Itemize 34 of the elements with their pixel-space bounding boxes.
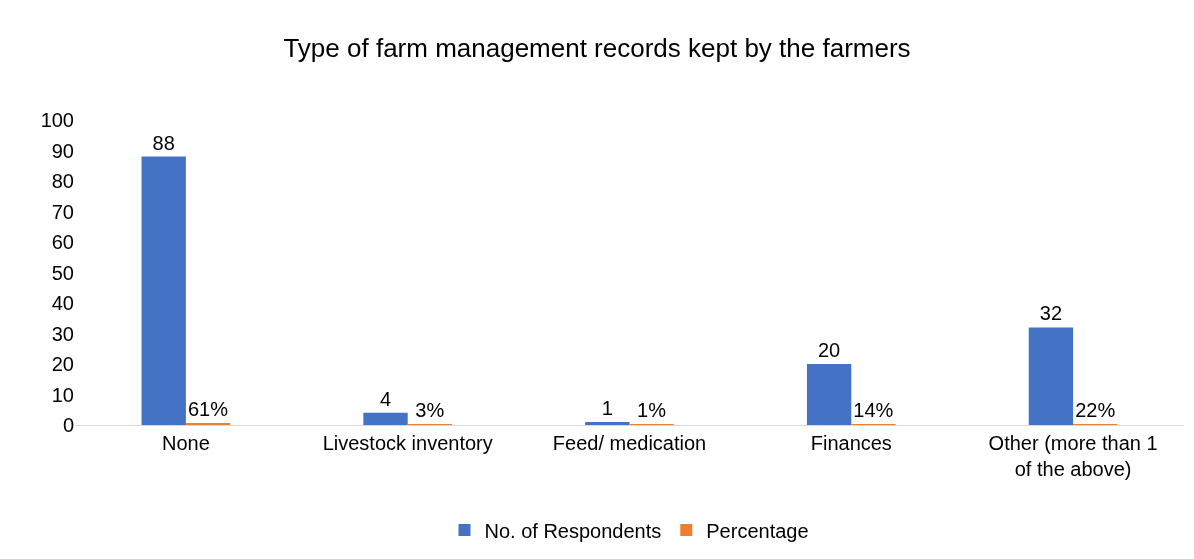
- bar: [806, 364, 852, 425]
- bar: [363, 412, 408, 425]
- legend-label: No. of Respondents: [484, 519, 662, 542]
- y-tick-label: 20: [51, 353, 74, 375]
- data-label: 14%: [853, 399, 894, 421]
- y-tick-label: 0: [62, 414, 74, 436]
- data-label: 22%: [1075, 399, 1116, 421]
- x-tick-label: Livestock inventory: [322, 432, 493, 454]
- x-tick-label: Other (more than 1 of the above): [988, 432, 1158, 480]
- y-tick-label: 70: [51, 200, 74, 223]
- y-tick-label: 30: [51, 322, 74, 345]
- bar: [141, 156, 186, 425]
- data-label: 1%: [637, 399, 667, 421]
- chart-title: Type of farm management records kept by the farmers: [283, 33, 911, 64]
- y-tick-label: 50: [51, 261, 74, 284]
- legend-label: Percentage: [706, 519, 809, 542]
- bar: [1028, 327, 1074, 425]
- data-label: 88: [152, 131, 175, 154]
- y-tick-label: 40: [51, 292, 74, 314]
- y-tick-label: 10: [51, 383, 74, 406]
- data-label: 20: [817, 339, 841, 361]
- data-label: 4: [379, 387, 392, 410]
- y-tick-label: 100: [40, 109, 74, 131]
- data-label: 3%: [415, 399, 445, 421]
- y-tick-label: 80: [51, 170, 74, 192]
- bar: [585, 421, 630, 425]
- data-label: 61%: [187, 398, 229, 420]
- data-label: 32: [1039, 302, 1063, 325]
- x-tick-label: None: [161, 432, 210, 454]
- y-tick-label: 60: [51, 231, 74, 253]
- x-tick-label: Finances: [810, 432, 892, 454]
- data-label: 1: [601, 396, 613, 419]
- x-tick-label: Feed/ medication: [552, 432, 707, 454]
- y-tick-label: 90: [51, 139, 74, 162]
